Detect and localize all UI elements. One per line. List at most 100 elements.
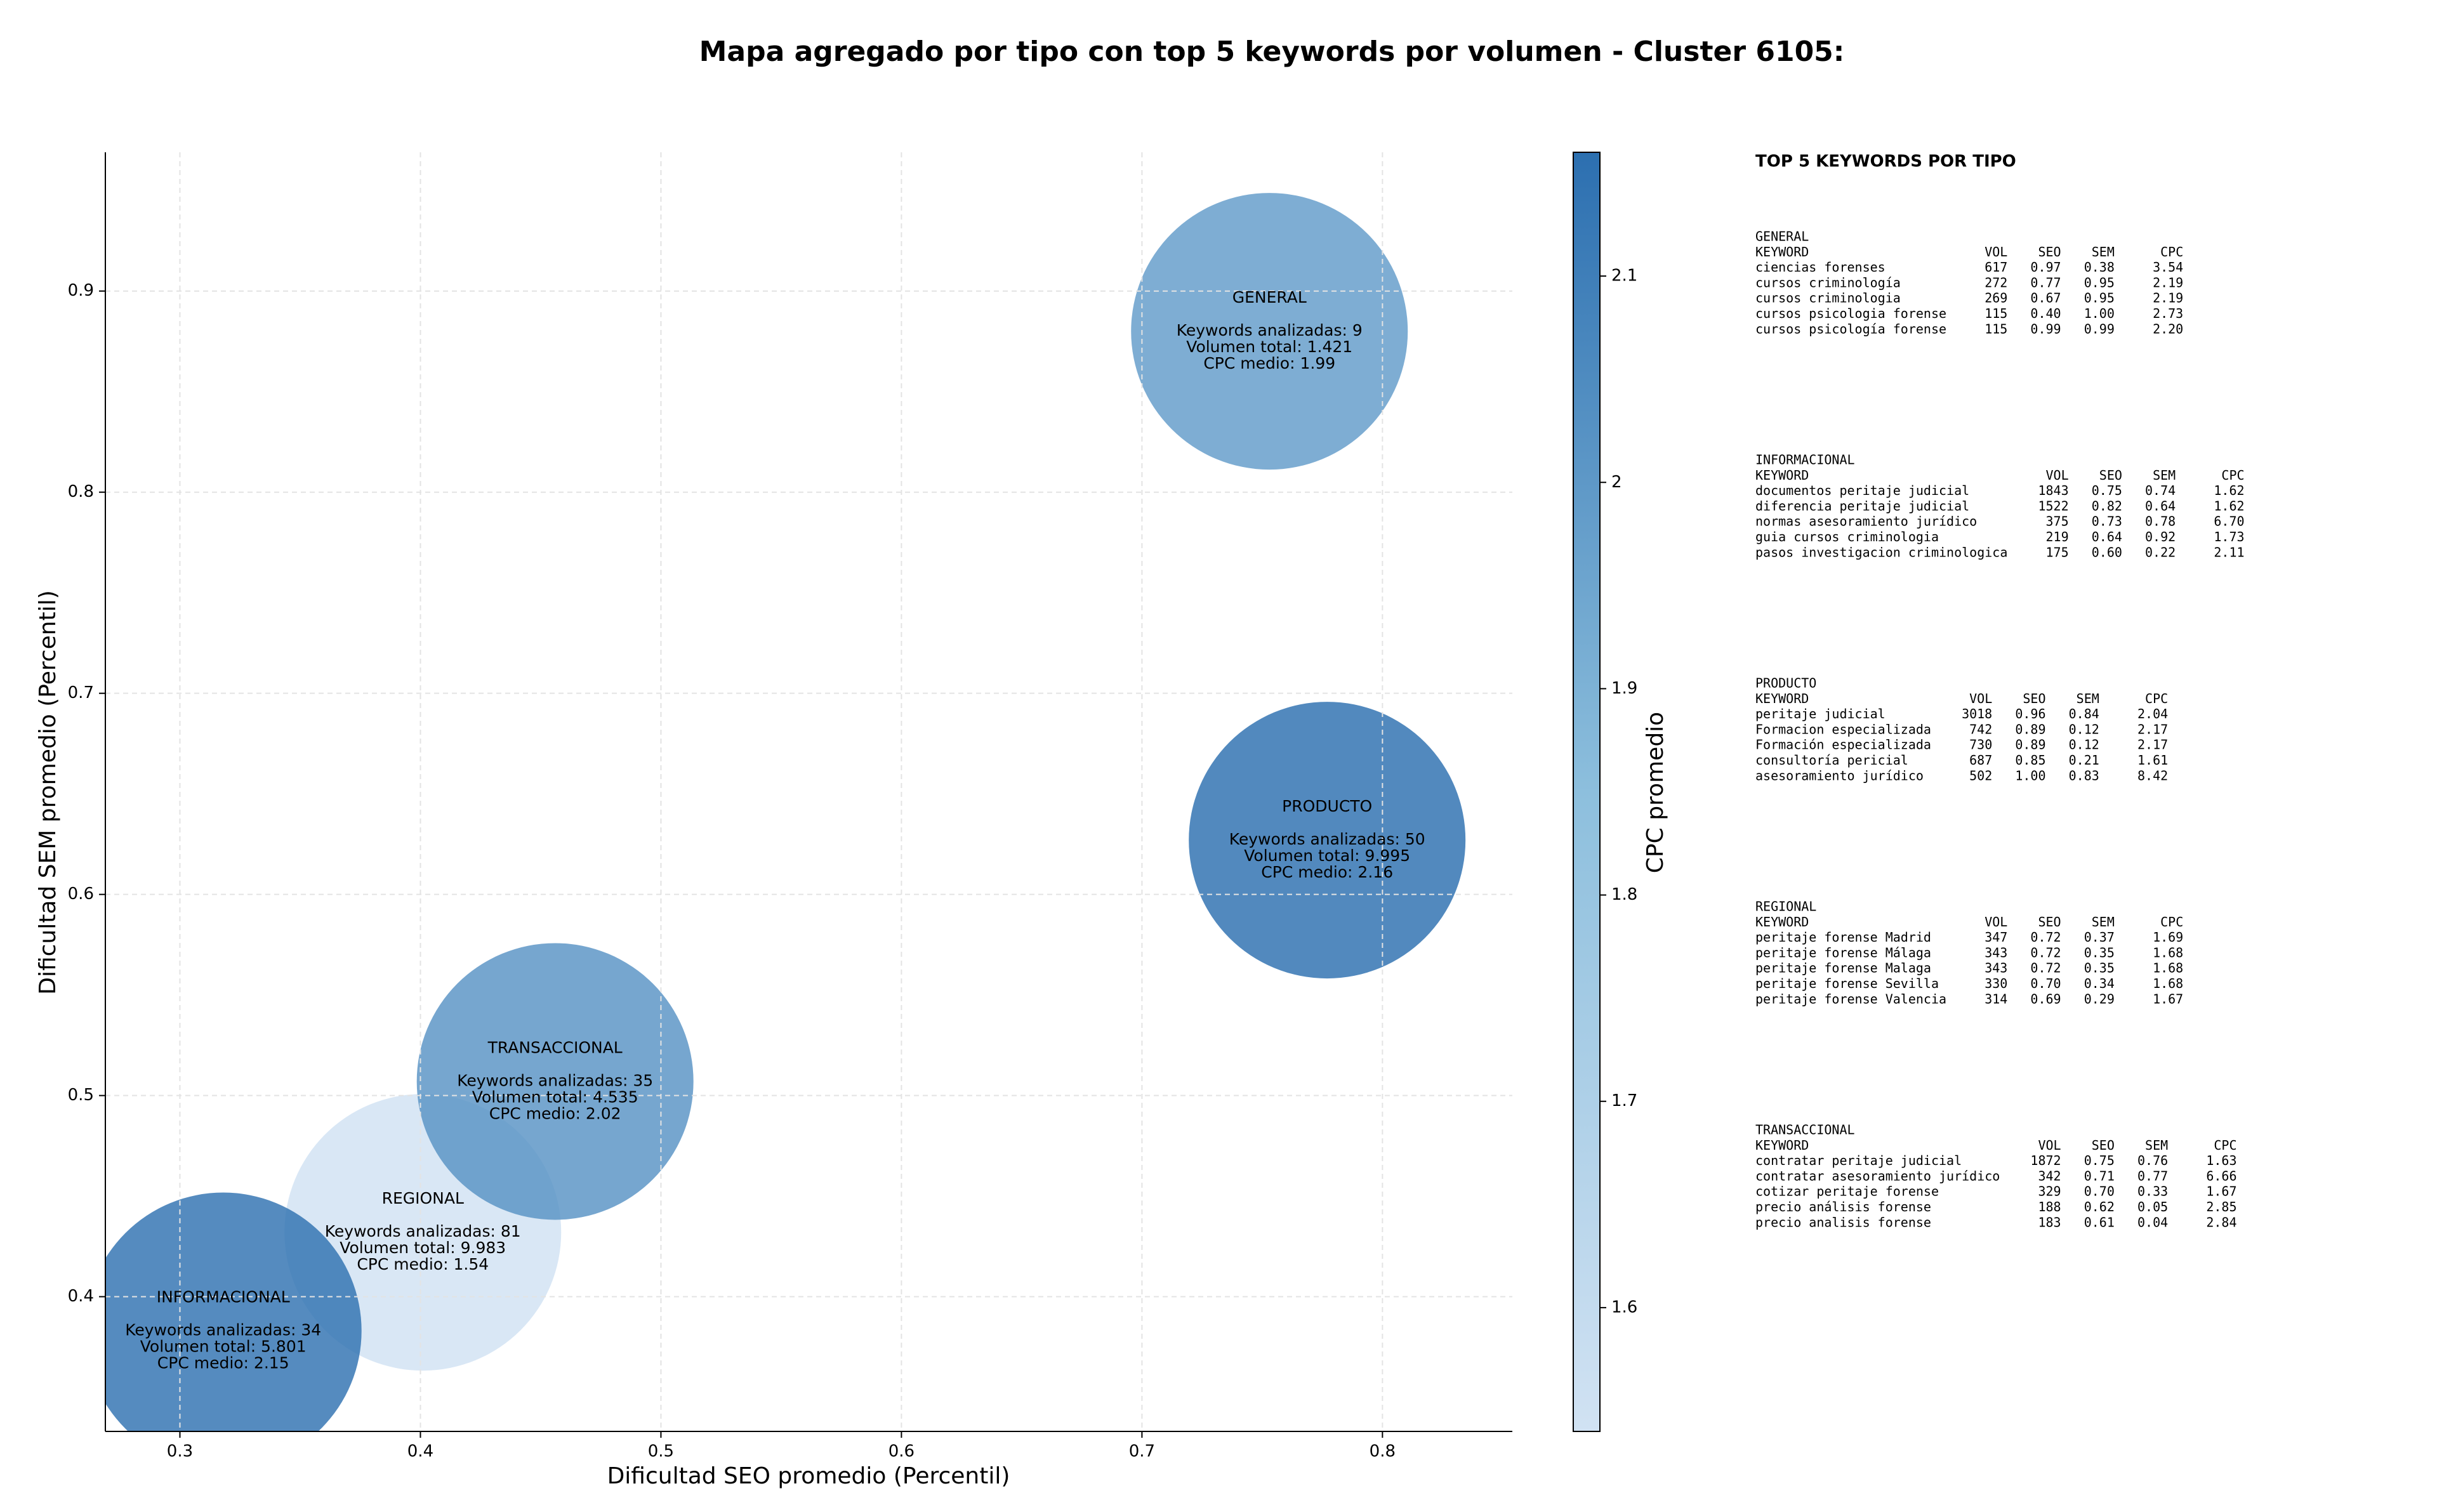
bubble-label: CPC medio: 2.02 (489, 1104, 621, 1122)
table-cell: 0.84 (2069, 706, 2099, 721)
table-cell: 343 (1985, 945, 2007, 960)
table-cell: 0.40 (2030, 306, 2061, 321)
column-header: CPC (2160, 914, 2183, 930)
table-cell: 617 (1985, 260, 2007, 275)
table-cell: 0.34 (2084, 976, 2115, 991)
column-header: SEO (2092, 1138, 2115, 1153)
table-cell: 0.67 (2030, 291, 2061, 306)
bubble-label: Volumen total: 9.983 (340, 1239, 506, 1257)
plot-area (105, 193, 1466, 1431)
colorbar (1573, 152, 1601, 1432)
table-cell: 1.68 (2153, 961, 2183, 976)
table-cell: 1.62 (2214, 498, 2244, 513)
x-tick-label: 0.3 (167, 1442, 193, 1461)
table-cell: peritaje forense Malaga (1755, 961, 1931, 976)
table-cell: 0.29 (2084, 991, 2115, 1006)
y-tick-label: 0.5 (68, 1086, 94, 1105)
table-cell: 1.67 (2153, 991, 2183, 1006)
table-cell: cursos psicología forense (1755, 321, 1946, 336)
x-tick-label: 0.4 (407, 1442, 433, 1461)
colorbar-tick-label: 2 (1611, 473, 1622, 492)
table-cell: 1872 (2030, 1153, 2061, 1168)
bubble-label: Volumen total: 4.535 (472, 1088, 638, 1106)
table-cell: peritaje forense Madrid (1755, 930, 1931, 945)
bubble-name: GENERAL (1232, 288, 1307, 306)
section-name: INFORMACIONAL (1755, 452, 1855, 468)
table-cell: Formacion especializada (1755, 721, 1931, 737)
table-cell: 2.17 (2137, 737, 2168, 753)
column-header: SEM (2092, 914, 2115, 930)
table-cell: 2.84 (2206, 1214, 2236, 1230)
y-tick-label: 0.9 (68, 281, 94, 300)
table-cell: pasos investigacion criminologica (1755, 544, 2007, 560)
colorbar-tick-label: 2.1 (1611, 266, 1637, 286)
bubble-label: CPC medio: 1.99 (1203, 354, 1335, 372)
x-axis-label: Dificultad SEO promedio (Percentil) (607, 1463, 1010, 1489)
table-cell: 3.54 (2153, 260, 2183, 275)
table-cell: 0.04 (2137, 1214, 2168, 1230)
table-cell: 0.99 (2030, 321, 2061, 336)
column-header: VOL (2046, 468, 2069, 483)
table-cell: 0.75 (2084, 1153, 2115, 1168)
column-header: SEO (2023, 691, 2045, 706)
table-cell: 0.82 (2092, 498, 2122, 513)
table-cell: 342 (2038, 1168, 2061, 1183)
table-cell: 347 (1985, 930, 2007, 945)
table-cell: contratar asesoramiento jurídico (1755, 1168, 2000, 1183)
y-tick-label: 0.7 (68, 683, 94, 702)
table-cell: 0.77 (2030, 275, 2061, 290)
table-cell: 1.69 (2153, 930, 2183, 945)
section-name: GENERAL (1755, 229, 1809, 244)
table-cell: 0.71 (2084, 1168, 2115, 1183)
table-cell: 1.00 (2084, 306, 2115, 321)
table-cell: 314 (1985, 991, 2007, 1006)
bubble-label: Keywords analizadas: 35 (457, 1071, 653, 1089)
table-cell: 2.04 (2137, 706, 2168, 721)
table-cell: 0.35 (2084, 961, 2115, 976)
table-cell: 0.70 (2030, 976, 2061, 991)
table-cell: 0.61 (2084, 1214, 2115, 1230)
table-cell: documentos peritaje judicial (1755, 483, 1969, 498)
bubble-label: Volumen total: 9.995 (1244, 846, 1410, 865)
bubble (416, 943, 694, 1220)
colorbar-tick-label: 1.9 (1611, 679, 1637, 698)
bubble-label: CPC medio: 2.16 (1261, 863, 1393, 881)
column-header: KEYWORD (1755, 914, 1809, 930)
column-header: VOL (1969, 691, 1992, 706)
table-cell: 0.35 (2084, 945, 2115, 960)
table-cell: guia cursos criminologia (1755, 529, 1939, 544)
table-cell: 687 (1969, 753, 1992, 768)
x-tick-label: 0.5 (648, 1442, 674, 1461)
column-header: CPC (2214, 1138, 2236, 1153)
table-cell: cursos criminología (1755, 275, 1901, 290)
table-cell: asesoramiento jurídico (1755, 768, 1924, 783)
bubble-label: Keywords analizadas: 81 (325, 1222, 521, 1240)
table-cell: 502 (1969, 768, 1992, 783)
section-name: REGIONAL (1755, 899, 1816, 914)
x-tick-label: 0.8 (1370, 1442, 1396, 1461)
table-cell: 115 (1985, 321, 2007, 336)
table-cell: 0.72 (2030, 930, 2061, 945)
column-header: VOL (2038, 1138, 2061, 1153)
table-cell: 219 (2046, 529, 2069, 544)
column-header: SEM (2092, 244, 2115, 260)
table-cell: precio analisis forense (1755, 1214, 1931, 1230)
table-cell: Formación especializada (1755, 737, 1931, 753)
table-cell: 742 (1969, 721, 1992, 737)
table-cell: 0.21 (2069, 753, 2099, 768)
table-cell: 1.00 (2015, 768, 2045, 783)
table-cell: 1.73 (2214, 529, 2244, 544)
table-cell: 0.96 (2015, 706, 2045, 721)
table-cell: 1.68 (2153, 945, 2183, 960)
x-tick-label: 0.6 (888, 1442, 915, 1461)
bubble (1189, 702, 1466, 979)
table-cell: 0.72 (2030, 945, 2061, 960)
column-header: SEO (2038, 914, 2061, 930)
table-cell: 0.05 (2137, 1199, 2168, 1214)
table-cell: 0.22 (2145, 544, 2176, 560)
table-cell: 0.95 (2084, 291, 2115, 306)
table-cell: 0.12 (2069, 721, 2099, 737)
colorbar-tick-label: 1.7 (1611, 1091, 1637, 1110)
